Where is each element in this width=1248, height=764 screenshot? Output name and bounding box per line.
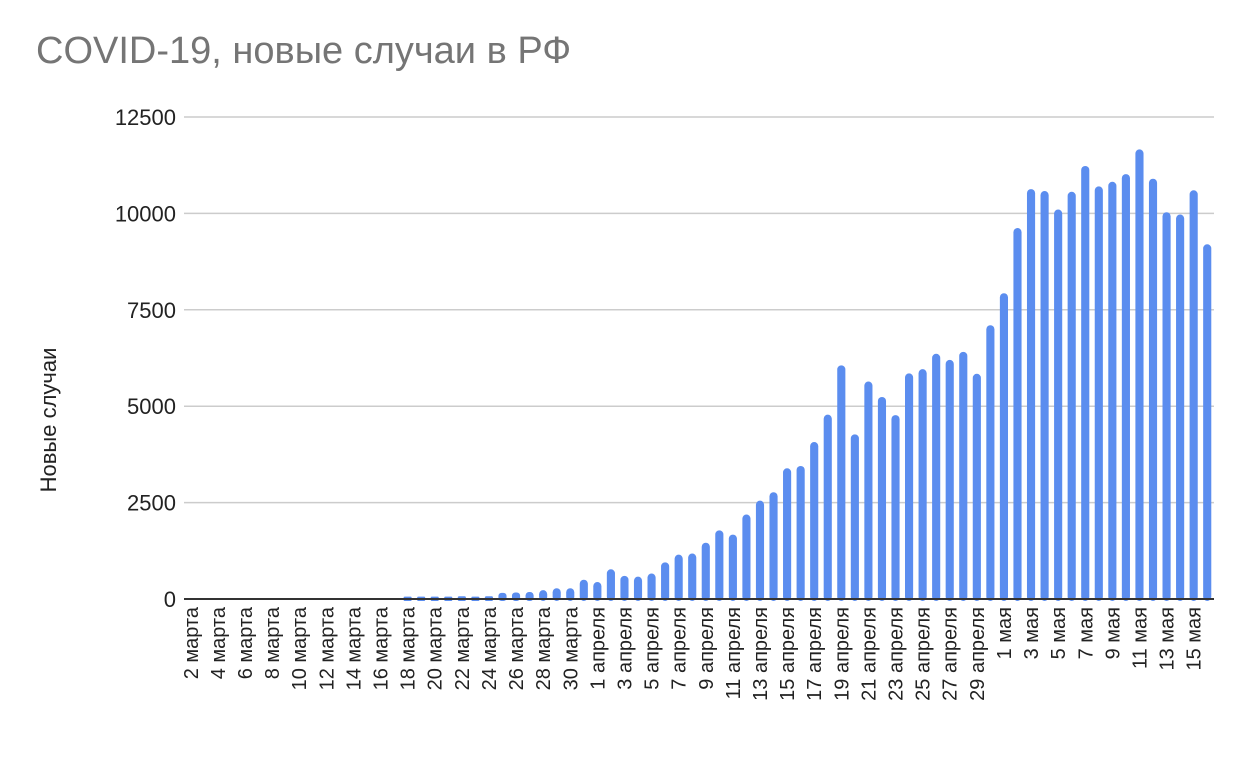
bar — [986, 325, 995, 601]
y-tick-label: 10000 — [115, 201, 176, 226]
bar — [850, 434, 859, 601]
x-tick-label: 11 мая — [1129, 607, 1151, 669]
x-tick-label: 2 марта — [181, 606, 203, 679]
bar — [701, 542, 710, 601]
x-tick-label: 23 апреля — [886, 607, 908, 701]
bar — [1108, 181, 1117, 601]
bar — [633, 576, 643, 601]
x-tick-label: 7 апреля — [669, 607, 691, 690]
x-tick-label: 7 мая — [1075, 607, 1097, 659]
bar — [566, 588, 575, 601]
y-tick-label: 2500 — [127, 491, 176, 516]
bar — [1040, 191, 1049, 601]
bar — [1135, 149, 1144, 602]
bar — [606, 569, 615, 601]
bar — [783, 468, 792, 601]
bar — [715, 530, 724, 601]
x-tick-label: 1 мая — [994, 607, 1016, 659]
bar — [796, 465, 805, 601]
x-tick-label: 27 апреля — [940, 607, 962, 701]
bar — [1189, 190, 1198, 601]
bar — [823, 414, 832, 601]
x-tick-label: 3 апреля — [614, 607, 636, 690]
x-tick-label: 19 апреля — [831, 607, 853, 701]
x-tick-label: 30 марта — [560, 606, 582, 690]
bar — [647, 573, 656, 601]
bar — [620, 575, 629, 601]
bar — [1176, 214, 1185, 601]
x-tick-label: 25 апреля — [913, 607, 935, 701]
bar — [864, 381, 873, 601]
x-tick-label: 22 марта — [452, 606, 474, 690]
bar — [1081, 165, 1090, 602]
y-tick-label: 12500 — [115, 105, 176, 130]
bar — [1162, 212, 1171, 601]
bar — [877, 396, 887, 601]
y-axis-label: Новые случаи — [36, 348, 61, 493]
bar — [1067, 191, 1076, 601]
bar — [837, 365, 846, 601]
x-tick-label: 5 мая — [1048, 607, 1070, 659]
bars — [403, 149, 1212, 602]
bar — [755, 500, 765, 601]
x-tick-label: 20 марта — [425, 606, 447, 690]
x-tick-label: 24 марта — [479, 606, 501, 690]
x-tick-label: 28 марта — [533, 606, 555, 690]
x-tick-label: 13 апреля — [750, 607, 772, 701]
bar — [1121, 174, 1130, 602]
bar — [1026, 189, 1036, 602]
x-tick-label: 6 марта — [235, 606, 257, 679]
bar — [742, 514, 751, 601]
bar — [810, 442, 819, 601]
x-tick-label: 5 апреля — [642, 607, 664, 690]
bar — [579, 579, 588, 601]
bar — [769, 492, 778, 601]
x-tick-label: 8 марта — [262, 606, 284, 679]
x-tick-label: 18 марта — [398, 606, 420, 690]
x-axis-ticks: 2 марта 4 марта 6 марта 8 марта 10 марта 12 м… — [181, 606, 1206, 701]
bar — [1054, 209, 1063, 601]
bar — [661, 562, 670, 601]
x-tick-label: 1 апреля — [587, 607, 609, 690]
x-tick-label: 3 мая — [1021, 607, 1043, 659]
y-axis-ticks: 0 2500 5000 7500 10000 12500 — [115, 105, 176, 612]
x-tick-label: 16 марта — [371, 606, 393, 690]
x-tick-label: 4 марта — [208, 606, 230, 679]
chart-title: COVID-19, новые случаи в РФ — [36, 30, 572, 72]
x-tick-label: 9 мая — [1102, 607, 1124, 659]
x-tick-label: 15 мая — [1184, 607, 1206, 671]
bar — [891, 415, 900, 601]
bar — [674, 554, 683, 601]
x-tick-label: 13 мая — [1157, 607, 1179, 671]
bar — [552, 588, 561, 601]
y-tick-label: 5000 — [127, 394, 176, 419]
x-tick-label: 12 марта — [316, 606, 338, 690]
bar — [918, 369, 927, 601]
bar — [593, 582, 602, 601]
x-tick-label: 14 марта — [343, 606, 365, 690]
bar — [972, 373, 981, 601]
x-tick-label: 11 апреля — [723, 607, 745, 699]
x-tick-label: 9 апреля — [696, 607, 718, 690]
bar — [1203, 244, 1212, 602]
bar — [688, 553, 697, 601]
bar — [728, 534, 737, 601]
x-tick-label: 26 марта — [506, 606, 528, 690]
bar — [959, 351, 968, 601]
bar — [945, 359, 954, 601]
x-tick-label: 29 апреля — [967, 607, 989, 701]
bar — [1094, 186, 1103, 601]
bar — [1013, 228, 1022, 601]
x-tick-label: 17 апреля — [804, 607, 826, 701]
x-tick-label: 21 апреля — [858, 607, 880, 701]
y-tick-label: 7500 — [127, 298, 176, 323]
bar — [999, 293, 1008, 601]
x-tick-label: 10 марта — [289, 606, 311, 690]
y-tick-label: 0 — [164, 587, 176, 612]
bar — [932, 353, 941, 601]
bar — [905, 373, 914, 601]
x-tick-label: 15 апреля — [777, 607, 799, 701]
bar — [1148, 178, 1158, 602]
